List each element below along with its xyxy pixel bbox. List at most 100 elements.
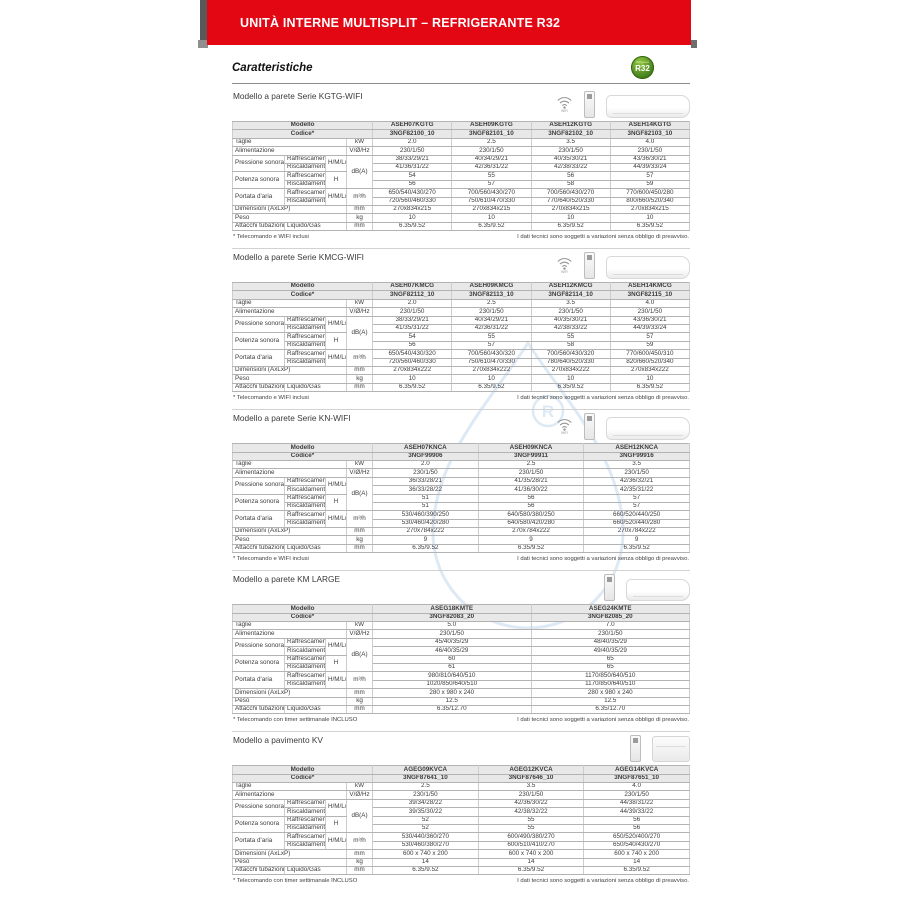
row-mode: H [325, 332, 347, 351]
spec-row: Portata d'ariaRaffrescamentoH/M/L/Qm³/h5… [232, 510, 690, 529]
row-unit: kW [345, 298, 374, 309]
value-cell: 9 [477, 535, 585, 545]
spec-row: Pressione sonoraRaffrescamentoH/M/L/QdB(… [232, 798, 690, 834]
value-cell: 52 [372, 815, 479, 826]
value-cell: 270x834x215 [530, 204, 611, 215]
row-unit: dB(A) [345, 154, 374, 190]
value-cell: 530/460/390/250 [372, 510, 479, 520]
code-cell: 3NGF87641_10 [372, 773, 479, 784]
row-label: Dimensioni (AxLxP) [232, 849, 347, 859]
model-cell: ASEH07KNCA [372, 443, 479, 453]
spec-row: Attacchi tubazioni Liquido/Gas mm 6.35/12.7… [232, 704, 691, 715]
value-cell: 40/35/30/21 [530, 154, 611, 164]
row-mode: H/M/L/Q [325, 671, 347, 690]
value-cell: 52 [372, 824, 479, 834]
value-cell: 10 [530, 374, 611, 384]
value-cell: 44/39/33/22 [583, 807, 690, 817]
row-sublabel: Raffrescamento [284, 510, 326, 520]
row-label: Peso [232, 696, 347, 706]
section-footnotes: * Telecomando e WIFI inclusi I dati tecni… [232, 231, 690, 243]
wifi-icon: WIFI [556, 253, 573, 279]
section-heading: Modello a parete Serie KMCG-WIFI [233, 252, 364, 263]
value-cell: 38/33/29/21 [372, 154, 453, 164]
row-label: Dimensioni (AxLxP) [232, 365, 347, 376]
model-cell: ASEH12KGTG [530, 120, 611, 131]
page-title: Caratteristiche [232, 62, 313, 74]
row-sublabel: Raffrescamento [284, 654, 326, 664]
value-cell: 700/560/430/270 [530, 188, 611, 198]
title-row: Caratteristiche Refrigerant R32 [232, 56, 690, 81]
value-cell: 10 [372, 213, 453, 223]
codice-label: Codice* [231, 451, 374, 461]
value-cell: 51 [372, 493, 479, 503]
code-cell: 3NGF82085_20 [530, 612, 691, 623]
row-sublabel: Raffrescamento [284, 315, 326, 326]
value-cell: 42/38/33/22 [530, 324, 611, 334]
value-cell: 40/35/30/21 [530, 315, 611, 326]
spec-row: Riscaldamento 1020/850/640/510 1170/850/64… [233, 679, 691, 690]
value-cell: 3.5 [477, 782, 585, 792]
remote-icon [584, 252, 595, 280]
value-cell: 3.5 [583, 459, 690, 470]
value-cell: 230/1/50 [451, 146, 532, 156]
value-cell: 55 [477, 824, 585, 834]
value-cell: 10 [530, 213, 611, 223]
spec-row: Riscaldamento 46/40/35/29 49/40/35/29 [233, 646, 691, 656]
value-cell: 230/1/50 [451, 307, 532, 317]
row-label: Potenza sonora [232, 332, 285, 351]
value-cell: 2.5 [451, 298, 532, 309]
value-cell: 42/35/31/22 [583, 485, 690, 495]
section-heading: Modello a parete Serie KGTG-WIFI [233, 91, 363, 101]
row-unit: m³/h [345, 510, 374, 529]
row-unit: kW [345, 620, 374, 631]
value-cell: 41/36/31/22 [372, 162, 453, 173]
codice-label: Codice* [231, 612, 374, 623]
spec-row: Portata d'ariaRaffrescamentoH/M/L/Qm³/h5… [232, 832, 690, 851]
value-cell: 44/39/33/24 [609, 162, 691, 173]
model-header-row: Modello ASEH07KGTG ASEH09KGTG ASEH12KGTG ASE… [231, 120, 691, 131]
value-cell: 600/510/410/270 [477, 840, 585, 851]
modello-label: Modello [231, 120, 374, 131]
spec-row: Peso kg 10 10 10 10 [232, 213, 691, 223]
row-unit: mm [345, 382, 374, 393]
code-cell: 3NGF87646_10 [477, 773, 585, 784]
row-unit: kg [345, 374, 374, 384]
value-cell: 6.35/9.52 [451, 221, 532, 232]
value-cell: 270x834x215 [372, 204, 453, 215]
value-cell: 530/440/360/270 [372, 832, 479, 842]
spec-row: Riscaldamento 56 57 58 59 [233, 340, 691, 351]
value-cell: 1020/850/640/510 [372, 679, 532, 690]
value-cell: 57 [609, 171, 691, 181]
value-cell: 700/560/430/270 [451, 188, 532, 198]
value-cell: 270x834x222 [530, 365, 611, 376]
spec-row: Dimensioni (AxLxP) mm 280 x 980 x 240 280 x… [232, 688, 691, 698]
code-cell: 3NGF99911 [477, 451, 585, 461]
value-cell: 59 [609, 179, 691, 190]
code-cell: 3NGF82100_10 [372, 129, 453, 139]
value-cell: 56 [583, 815, 690, 826]
section-heading: Modello a parete KM LARGE [233, 574, 340, 585]
model-cell: ASEH14KGTG [609, 120, 691, 131]
value-cell: 650/520/400/270 [583, 832, 690, 842]
section-head: Modello a pavimento KV [232, 732, 690, 764]
spec-row: Riscaldamento 530/460/380/270 600/510/410/… [233, 840, 690, 851]
value-cell: 36/33/28/22 [372, 485, 479, 495]
spec-row: Riscaldamento 61 65 [233, 662, 691, 673]
value-cell: 5.0 [372, 620, 532, 631]
value-cell: 230/1/50 [372, 790, 479, 800]
value-cell: 270x784x222 [583, 527, 690, 537]
spec-table: Modello ASEG18KMTE ASEG24KMTE Codice* 3NGF82… [231, 604, 691, 715]
spec-row: Attacchi tubazioni Liquido/Gas mm 6.35/9.52… [232, 543, 690, 554]
spec-row: Riscaldamento 52 55 56 [233, 824, 690, 834]
spec-row: Dimensioni (AxLxP) mm 600 x 740 x 200 600 x… [232, 849, 690, 859]
value-cell: 650/540/430/270 [372, 188, 453, 198]
model-cell: AGEG14KVCA [583, 765, 690, 775]
value-cell: 41/35/28/21 [477, 476, 585, 487]
remote-icon [584, 91, 595, 118]
row-sublabel: Raffrescamento [284, 798, 326, 809]
row-mode: H [325, 815, 347, 834]
spec-row: Peso kg 9 9 9 [232, 535, 690, 545]
code-cell: 3NGF82115_10 [609, 290, 691, 300]
value-cell: 230/1/50 [530, 307, 611, 317]
row-unit: mm [345, 849, 374, 859]
